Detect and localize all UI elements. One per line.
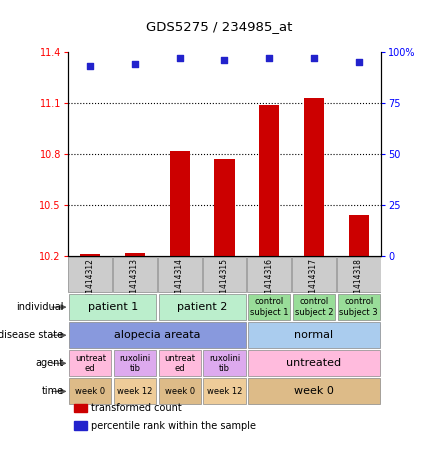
Bar	[80, 254, 100, 256]
Bar	[203, 378, 246, 405]
Bar	[114, 350, 156, 376]
Bar	[74, 404, 87, 412]
Text: GSM1414318: GSM1414318	[354, 258, 363, 309]
Text: week 12: week 12	[207, 387, 242, 396]
Text: week 12: week 12	[117, 387, 153, 396]
Text: GSM1414316: GSM1414316	[264, 258, 273, 309]
Bar	[170, 150, 190, 256]
Bar	[159, 350, 201, 376]
Text: patient 2: patient 2	[177, 302, 227, 312]
Point	[266, 54, 273, 62]
Text: GSM1414313: GSM1414313	[130, 258, 139, 309]
Text: GSM1414317: GSM1414317	[309, 258, 318, 309]
Bar	[247, 257, 291, 292]
Bar	[69, 294, 156, 320]
Text: untreated: untreated	[286, 358, 342, 368]
Text: agent: agent	[35, 358, 64, 368]
Point	[311, 54, 318, 62]
Text: week 0: week 0	[294, 386, 334, 396]
Text: control
subject 2: control subject 2	[295, 298, 333, 317]
Text: alopecia areata: alopecia areata	[114, 330, 201, 340]
Text: transformed count: transformed count	[92, 403, 182, 413]
Text: patient 1: patient 1	[88, 302, 138, 312]
Text: GSM1414314: GSM1414314	[175, 258, 184, 309]
Bar	[159, 378, 201, 405]
Bar	[74, 421, 87, 430]
Bar	[158, 257, 201, 292]
Text: disease state: disease state	[0, 330, 64, 340]
Bar	[248, 294, 290, 320]
Bar	[68, 257, 112, 292]
Text: ruxolini
tib: ruxolini tib	[209, 354, 240, 373]
Bar	[113, 257, 157, 292]
Bar	[337, 257, 381, 292]
Text: GSM1414315: GSM1414315	[219, 258, 229, 309]
Text: control
subject 3: control subject 3	[339, 298, 378, 317]
Bar	[248, 350, 380, 376]
Point	[87, 63, 94, 70]
Bar	[292, 257, 336, 292]
Bar	[248, 378, 380, 405]
Point	[355, 58, 362, 66]
Bar	[125, 252, 145, 256]
Bar	[69, 378, 111, 405]
Bar	[69, 322, 246, 348]
Bar	[203, 350, 246, 376]
Text: week 0: week 0	[165, 387, 195, 396]
Text: time: time	[41, 386, 64, 396]
Bar	[349, 215, 369, 256]
Text: untreat
ed: untreat ed	[164, 354, 195, 373]
Bar	[69, 350, 111, 376]
Text: percentile rank within the sample: percentile rank within the sample	[92, 420, 256, 430]
Point	[131, 61, 138, 68]
Point	[221, 57, 228, 64]
Bar	[114, 378, 156, 405]
Bar	[293, 294, 335, 320]
Bar	[304, 98, 324, 256]
Bar	[159, 294, 246, 320]
Text: week 0: week 0	[75, 387, 105, 396]
Text: GSM1414312: GSM1414312	[85, 258, 94, 309]
Point	[176, 54, 183, 62]
Bar	[215, 159, 234, 256]
Text: individual: individual	[16, 302, 64, 312]
Bar	[338, 294, 380, 320]
Bar	[202, 257, 247, 292]
Bar	[248, 322, 380, 348]
Text: normal: normal	[294, 330, 333, 340]
Text: untreat
ed: untreat ed	[75, 354, 106, 373]
Text: GDS5275 / 234985_at: GDS5275 / 234985_at	[146, 20, 292, 34]
Bar	[259, 105, 279, 256]
Text: ruxolini
tib: ruxolini tib	[120, 354, 151, 373]
Text: control
subject 1: control subject 1	[250, 298, 289, 317]
